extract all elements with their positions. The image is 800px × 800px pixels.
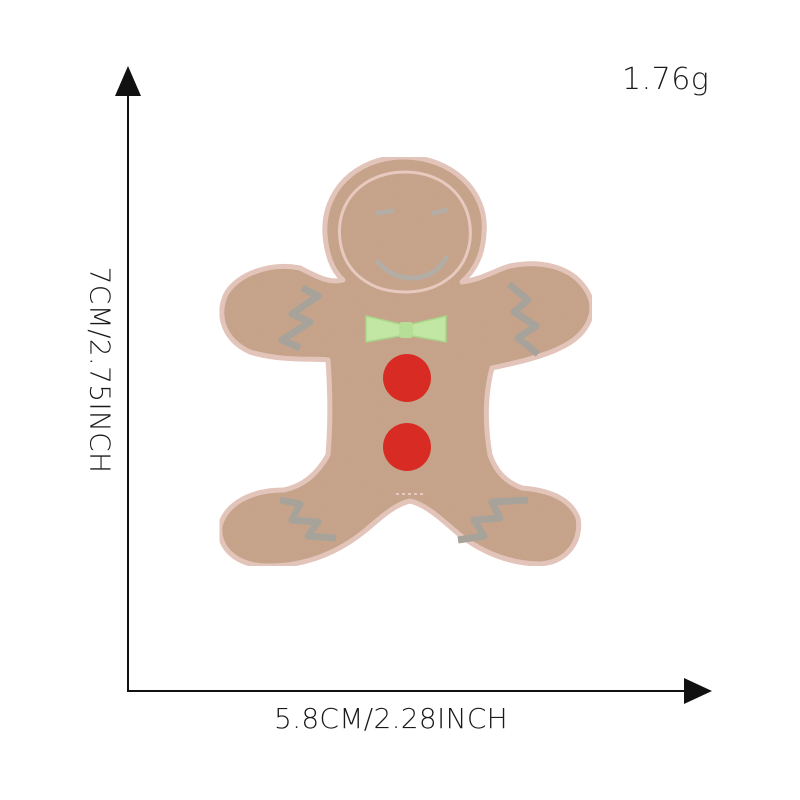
head-outline <box>337 170 472 294</box>
right-arm-zigzag <box>506 281 541 357</box>
width-axis-arrowhead <box>684 678 712 704</box>
width-dimension-label: 5.8CM/2.28INCH <box>274 702 509 735</box>
left-eye <box>375 208 395 216</box>
height-dimension-label: 7CM/2.75INCH <box>83 266 117 474</box>
smile <box>375 255 449 281</box>
top-button <box>383 354 431 402</box>
right-leg-zigzag <box>457 496 529 544</box>
right-eye <box>431 207 449 216</box>
gingerbread-man-patch <box>217 154 595 569</box>
bow-tie <box>365 315 447 343</box>
left-arm-zigzag <box>278 284 322 352</box>
left-leg-zigzag <box>279 496 337 542</box>
weight-label: 1.76g <box>622 62 710 97</box>
height-axis-arrowhead <box>115 66 141 96</box>
bottom-button <box>383 423 431 471</box>
